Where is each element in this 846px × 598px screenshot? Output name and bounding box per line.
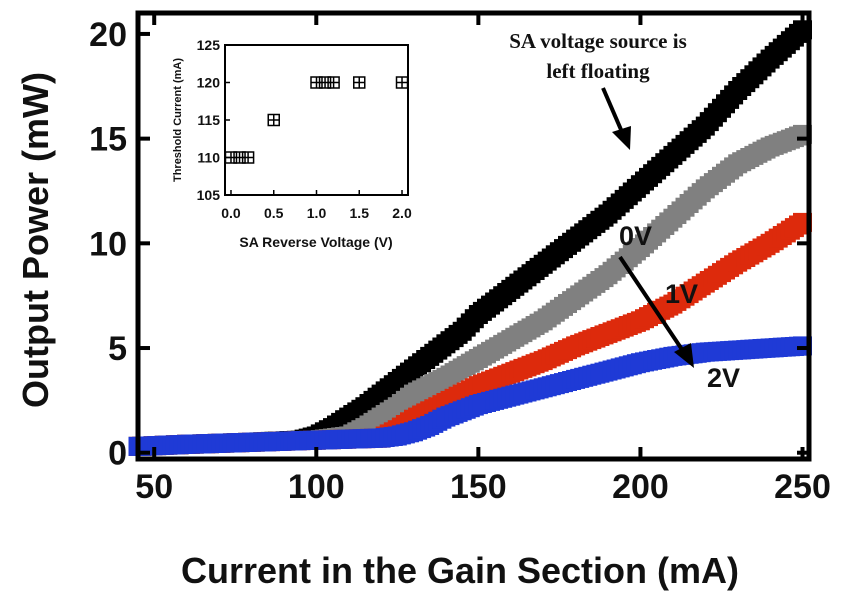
x-tick-label: 200 [612,468,669,506]
annotation-voltage-arrow [618,255,694,368]
inset-point [241,151,255,164]
inset-x-tick-label: 1.5 [350,205,370,221]
inset-point [353,76,366,89]
x-tick-label: 150 [450,468,507,506]
inset-point [267,113,280,127]
y-tick-label: 0 [108,435,127,473]
annotation-2v: 2V [707,363,740,393]
x-tick-label: 100 [288,468,345,506]
annotation-floating-line1: SA voltage source is [509,29,687,53]
inset-y-tick-label: 120 [197,75,221,91]
y-tick-label: 10 [89,225,127,263]
inset-y-tick-label: 110 [197,150,220,166]
annotation-floating-line2: left floating [546,59,650,83]
inset-background [225,45,408,195]
inset-series-0 [224,76,409,164]
main-plot-frame [135,10,812,462]
y-tick-label: 5 [108,330,127,368]
annotation-0v: 0V [619,221,652,251]
inset-x-tick-label: 1.0 [307,205,327,221]
y-axis-title: Output Power (mW) [15,72,56,408]
annotation-floating-arrow [601,87,631,150]
inset-x-axis-title: SA Reverse Voltage (V) [239,234,392,250]
y-tick-label: 20 [89,16,127,54]
inset-x-tick-label: 2.0 [392,205,412,221]
inset-x-tick-label: 0.0 [221,205,241,221]
inset-y-tick-label: 105 [197,187,221,203]
inset-point [327,76,340,89]
main-tick-layer: 50 100 150 200 250 0 5 10 15 20 [89,13,831,506]
y-tick-label: 15 [89,121,127,159]
annotation-1v: 1V [665,279,698,309]
inset-x-tick-label: 0.5 [264,205,284,221]
inset-y-axis-title: Threshold Current (mA) [172,58,184,182]
inset-y-tick-label: 115 [197,112,220,128]
x-axis-title: Current in the Gain Section (mA) [181,550,739,591]
inset-series-layer [224,76,409,164]
inset-tick-layer: 0.0 0.5 1.0 1.5 2.0 105 110 115 120 125 [197,37,412,221]
x-tick-label: 50 [135,468,173,506]
inset-y-tick-label: 125 [197,37,221,53]
x-tick-label: 250 [774,468,831,506]
